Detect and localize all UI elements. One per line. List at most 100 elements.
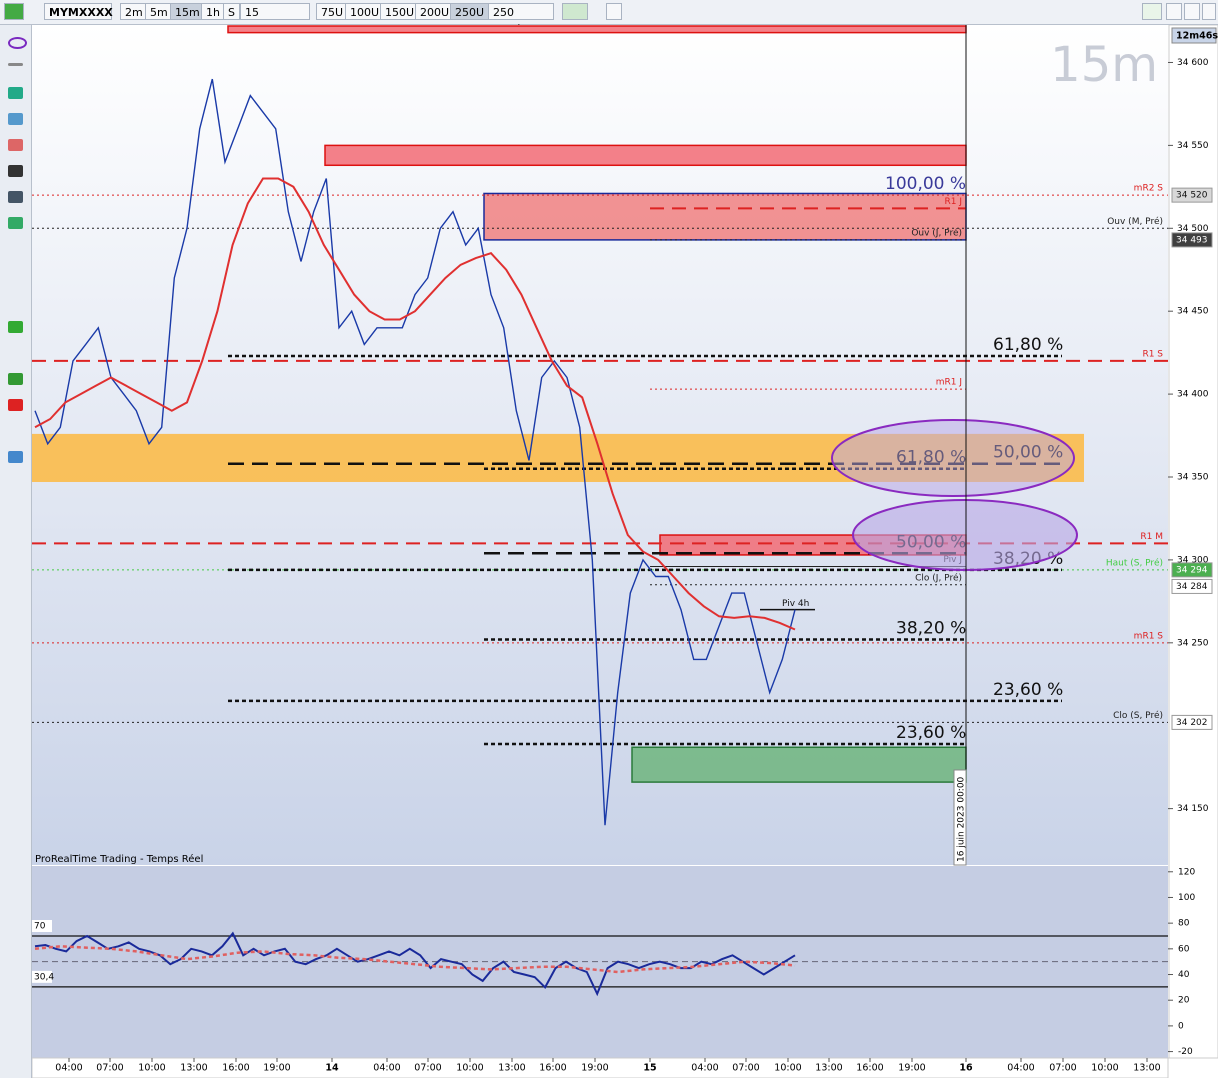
- tool[interactable]: [8, 113, 23, 125]
- price-axis: [1168, 25, 1218, 1059]
- period[interactable]: 5m: [145, 3, 173, 20]
- refresh[interactable]: [1142, 3, 1162, 20]
- x-tick-label: 04:00: [373, 1063, 400, 1074]
- x-tick-label: 04:00: [55, 1063, 82, 1074]
- x-tick-label: 07:00: [96, 1063, 123, 1074]
- tool[interactable]: [8, 87, 23, 99]
- x-tick-label: 07:00: [414, 1063, 441, 1074]
- chart-area: 15m mR2 S Ouv (M, Pré) R1 S R1 M Haut (S, Pré…: [32, 25, 1218, 1078]
- tool[interactable]: [8, 191, 23, 203]
- y-tick-label: 80: [1178, 919, 1190, 929]
- y-tick-label: 100: [1178, 893, 1195, 903]
- x-tick-label: 16: [959, 1063, 973, 1074]
- ellipse: [852, 499, 1078, 571]
- x-tick-label: 10:00: [456, 1063, 483, 1074]
- x-tick-label: 10:00: [1091, 1063, 1118, 1074]
- x-tick-label: 19:00: [898, 1063, 925, 1074]
- minimize[interactable]: [1166, 3, 1182, 20]
- x-tick-label: 13:00: [815, 1063, 842, 1074]
- y-tick-label: 34 250: [1177, 638, 1209, 648]
- price-flag-label: 34 284: [1176, 582, 1208, 592]
- x-tick-label: 07:00: [732, 1063, 759, 1074]
- x-tick-label: 13:00: [1133, 1063, 1160, 1074]
- fib-label: 23,60 %: [896, 723, 966, 743]
- y-tick-label: 20: [1178, 996, 1190, 1006]
- info[interactable]: [606, 3, 622, 20]
- logo[interactable]: [4, 3, 24, 20]
- y-tick-label: 34 350: [1177, 473, 1209, 483]
- band-label-box: [32, 919, 52, 932]
- timeframe[interactable]: 15 minutes: [240, 3, 310, 36]
- period[interactable]: 2m: [120, 3, 148, 20]
- y-tick-label: 60: [1178, 944, 1190, 954]
- toolbar: MYMXXXX 2m 5m 15m 1h S 15 minutes 75U 10…: [0, 0, 1218, 36]
- chart-style[interactable]: [562, 3, 588, 20]
- zone: [631, 746, 967, 783]
- level-label: mR1 S: [1134, 631, 1164, 641]
- price-flag: [1171, 578, 1213, 594]
- day-level-label: Ouv (J, Pré): [911, 227, 962, 238]
- x-tick-label: 14: [325, 1063, 339, 1074]
- watermark: 15m: [1050, 37, 1158, 93]
- tool[interactable]: [8, 217, 23, 229]
- band-label-box: [32, 970, 52, 983]
- date-box: [953, 769, 967, 866]
- level-label: mR2 S: [1134, 184, 1164, 194]
- x-tick-label: 19:00: [581, 1063, 608, 1074]
- band-label: 70: [34, 921, 46, 931]
- period[interactable]: S: [223, 3, 240, 20]
- y-tick-label: 0: [1178, 1021, 1184, 1031]
- x-tick-label: 19:00: [263, 1063, 290, 1074]
- tool[interactable]: [8, 165, 23, 177]
- unit[interactable]: 150U: [380, 3, 420, 20]
- x-tick-label: 10:00: [774, 1063, 801, 1074]
- ellipse-tool[interactable]: [8, 37, 27, 49]
- symbol[interactable]: MYMXXXX: [44, 3, 113, 20]
- rect-tool[interactable]: [8, 373, 23, 385]
- x-tick-label: 04:00: [691, 1063, 718, 1074]
- unit[interactable]: 200U: [415, 3, 455, 20]
- series-line: [34, 931, 796, 997]
- day-level-label: Clo (J, Pré): [915, 572, 962, 583]
- level-label: R1 S: [1142, 349, 1163, 359]
- day-level-label: mR1 J: [936, 378, 962, 388]
- x-tick-label: 16:00: [856, 1063, 883, 1074]
- y-tick-label: 120: [1178, 867, 1195, 877]
- time-axis: [32, 1057, 1169, 1078]
- series-line: [34, 78, 796, 826]
- series-line: [34, 177, 796, 631]
- x-tick-label: 07:00: [1049, 1063, 1076, 1074]
- tool-panel: [0, 25, 32, 1078]
- period[interactable]: 15m: [170, 3, 205, 20]
- price-flag: [1171, 232, 1213, 248]
- tool[interactable]: [8, 321, 23, 333]
- y-tick-label: 34 600: [1177, 58, 1209, 68]
- unit[interactable]: 75U: [316, 3, 349, 20]
- rect-tool[interactable]: [8, 399, 23, 411]
- unit[interactable]: 100U: [345, 3, 385, 20]
- close[interactable]: [1202, 3, 1216, 20]
- tool[interactable]: [8, 139, 23, 151]
- day-level-label: R1 J: [945, 197, 963, 207]
- x-tick-label: 04:00: [1007, 1063, 1034, 1074]
- zone: [483, 192, 967, 241]
- fib-label: 100,00 %: [885, 174, 966, 194]
- line-tool[interactable]: [8, 63, 23, 66]
- text-tool[interactable]: [8, 451, 23, 463]
- unit-select[interactable]: 250 unités: [488, 3, 554, 36]
- fib-label: 61,80 %: [993, 335, 1063, 355]
- y-tick-label: 34 500: [1177, 224, 1209, 234]
- period[interactable]: 1h: [201, 3, 225, 20]
- band-label: 30,4: [34, 972, 54, 982]
- level-label: Haut (S, Pré): [1106, 557, 1163, 568]
- unit[interactable]: 250U: [450, 3, 490, 20]
- x-tick-label: 16:00: [222, 1063, 249, 1074]
- y-tick-label: 34 450: [1177, 307, 1209, 317]
- y-tick-label: -20: [1178, 1047, 1193, 1057]
- indicator-pane: [32, 866, 1168, 1058]
- fib-label: 38,20 %: [896, 618, 966, 638]
- maximize[interactable]: [1184, 3, 1200, 20]
- level-label: Clo (S, Pré): [1113, 710, 1163, 721]
- level-label: Ouv (M, Pré): [1107, 216, 1163, 227]
